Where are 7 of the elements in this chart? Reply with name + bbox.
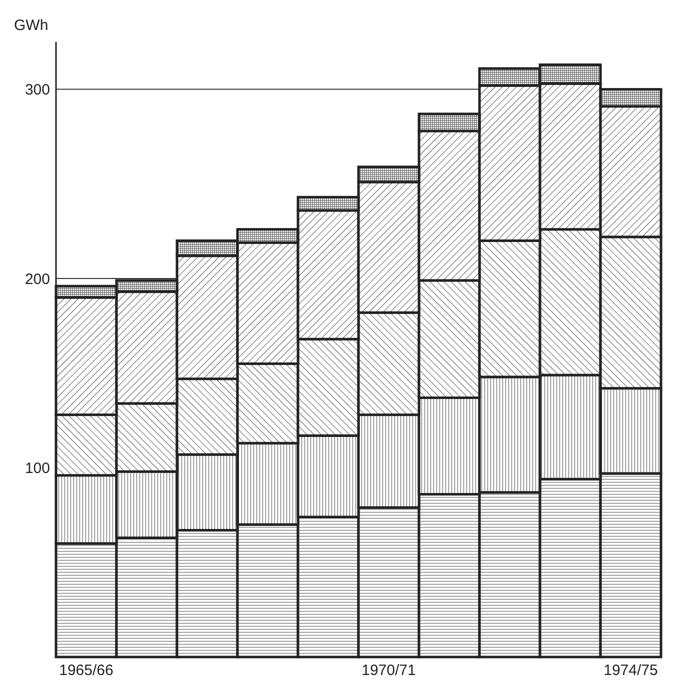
x-tick-label: 1974/75 <box>604 662 658 679</box>
x-tick-label: 1970/71 <box>362 662 416 679</box>
x-tick-label: 1965/66 <box>59 662 114 679</box>
y-tick-label: 300 <box>24 82 50 99</box>
y-axis-title: GWh <box>14 17 48 34</box>
y-tick-label: 100 <box>24 460 50 478</box>
y-tick-label: 200 <box>24 270 50 288</box>
